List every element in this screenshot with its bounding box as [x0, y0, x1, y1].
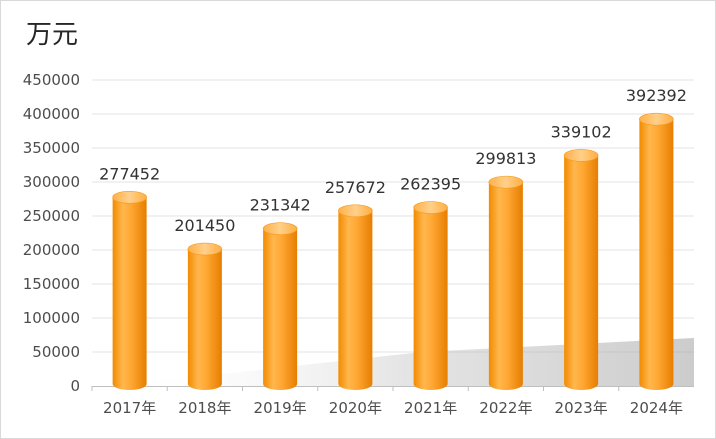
bar-top-cap	[338, 204, 373, 218]
data-label: 339102	[551, 122, 612, 141]
bar	[639, 112, 674, 391]
bar	[262, 222, 298, 390]
y-tick-label: 150000	[23, 275, 80, 293]
bar	[413, 201, 448, 390]
bar	[112, 191, 147, 390]
y-unit-label: 万元	[26, 20, 79, 50]
data-labels: 277452 201450 231342 257672 262395 299813 3391…	[99, 86, 687, 235]
bar-body	[413, 207, 448, 390]
axes: 0 50000 100000 150000 200000 250000 300000 3500…	[23, 71, 694, 417]
bar-top-cap	[639, 112, 674, 126]
floor-shadow	[112, 338, 694, 386]
y-tick-label: 350000	[23, 139, 80, 157]
bar-body	[338, 210, 373, 390]
data-label: 201450	[174, 216, 235, 235]
data-label: 231342	[250, 196, 311, 215]
floor-shadow-band	[112, 338, 694, 386]
bar-top-cap	[563, 149, 599, 162]
data-label: 257672	[325, 178, 386, 197]
y-tick-label: 300000	[23, 173, 80, 191]
bar-body	[187, 249, 222, 390]
data-label: 262395	[400, 175, 461, 194]
bar-top-cap	[413, 201, 448, 214]
y-tick-label: 0	[70, 377, 80, 395]
bar-body	[112, 197, 147, 390]
bars	[112, 112, 674, 391]
y-tick-label: 400000	[23, 105, 80, 123]
y-tick-label: 450000	[23, 71, 80, 89]
bar-body	[639, 119, 674, 391]
data-label: 392392	[626, 86, 687, 105]
y-tick-label: 200000	[23, 241, 80, 259]
bar-top-cap	[488, 175, 524, 189]
data-label: 299813	[475, 149, 536, 168]
bar-top-cap	[187, 242, 223, 256]
bar-top-cap	[112, 191, 147, 204]
y-tick-label: 250000	[23, 207, 80, 225]
x-tick-label: 2024年	[630, 399, 683, 417]
x-tick-label: 2020年	[329, 399, 382, 417]
y-tick-label: 100000	[23, 309, 80, 327]
x-tick-label: 2023年	[555, 399, 608, 417]
bar	[488, 175, 524, 390]
x-tick-label: 2018年	[178, 399, 231, 417]
bar-body	[564, 155, 599, 390]
x-tick-label: 2019年	[254, 399, 307, 417]
bar-body	[263, 228, 298, 390]
x-tick-label: 2017年	[103, 399, 156, 417]
bar-top-cap	[262, 222, 298, 235]
x-tick-label: 2022年	[479, 399, 532, 417]
y-tick-label: 50000	[32, 343, 80, 361]
data-label: 277452	[99, 164, 160, 183]
bar	[338, 204, 373, 390]
bar-body	[488, 182, 523, 390]
x-tick-label: 2021年	[404, 399, 457, 417]
bar	[563, 149, 599, 390]
bar	[187, 242, 223, 390]
